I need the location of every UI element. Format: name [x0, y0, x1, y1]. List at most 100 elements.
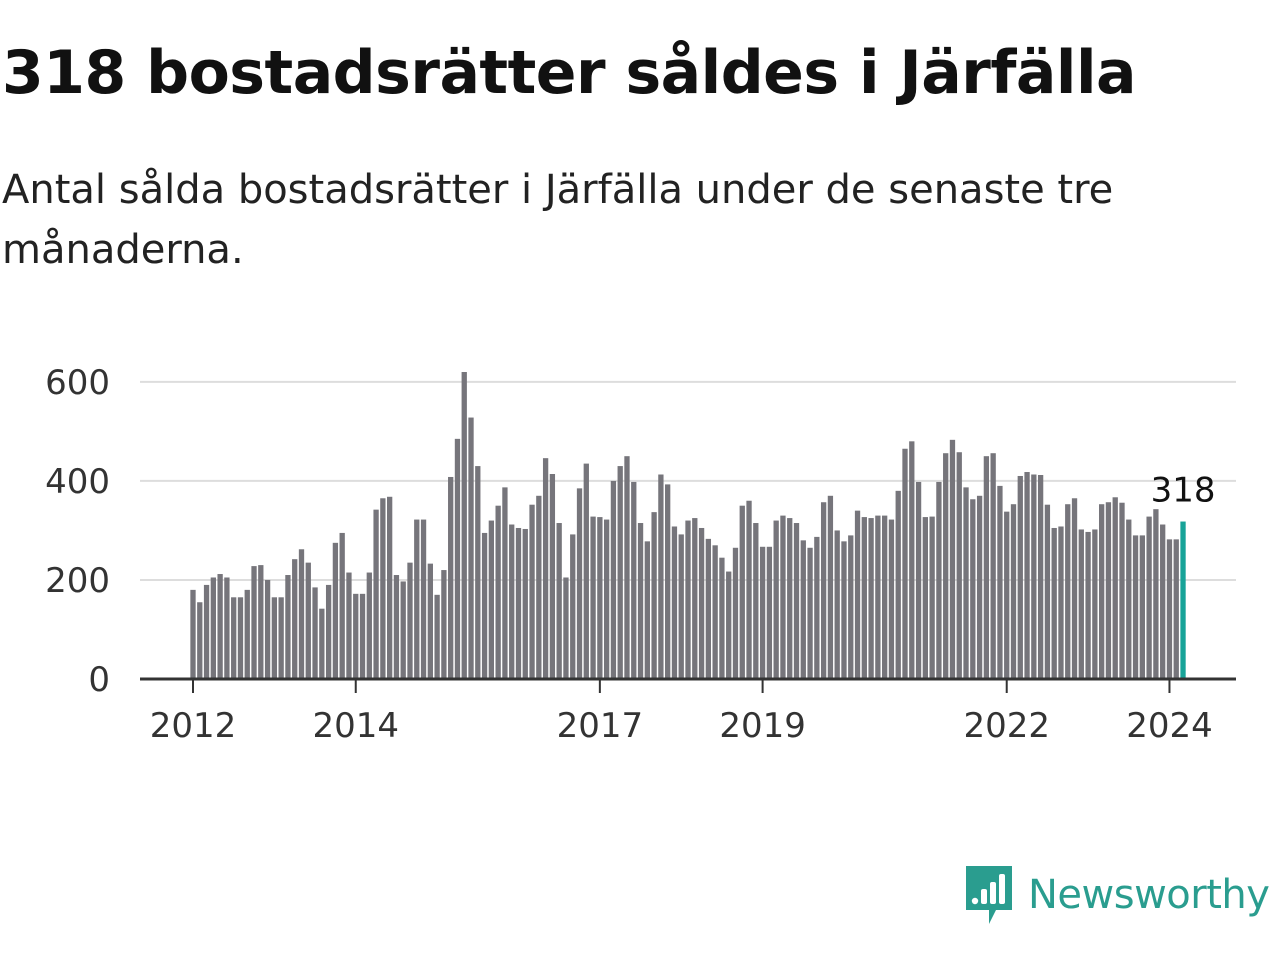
bar — [427, 563, 433, 679]
bar — [1017, 475, 1023, 679]
bar — [542, 458, 549, 679]
bar — [719, 557, 725, 679]
bar — [875, 515, 881, 679]
bar — [278, 597, 284, 679]
bar — [1099, 504, 1105, 679]
bar — [644, 541, 650, 679]
bar — [902, 448, 908, 679]
bar — [590, 516, 596, 679]
bar — [502, 487, 508, 679]
bar — [556, 523, 562, 679]
bar — [332, 542, 339, 679]
bar — [515, 527, 522, 679]
x-tick-label: 2019 — [719, 706, 806, 746]
bar — [468, 417, 474, 679]
bar — [1132, 535, 1139, 679]
bar — [570, 534, 576, 679]
bar — [292, 559, 298, 679]
newsworthy-logo-icon — [966, 866, 1012, 924]
bar — [949, 439, 956, 679]
bar — [190, 589, 196, 679]
bar — [420, 519, 427, 679]
bar — [509, 524, 515, 679]
x-tick-label: 2014 — [312, 706, 399, 746]
x-tick-label: 2022 — [963, 706, 1050, 746]
bar — [325, 584, 332, 679]
bar — [976, 495, 983, 679]
brand-name: Newsworthy — [1028, 872, 1270, 918]
bar — [665, 484, 671, 679]
bars — [190, 372, 1186, 679]
bar — [820, 502, 827, 679]
bar — [936, 481, 942, 679]
bar — [441, 570, 447, 679]
bar — [963, 487, 969, 679]
bar — [698, 527, 705, 679]
bar — [1078, 529, 1084, 679]
bar — [319, 608, 325, 679]
highlight-label: 318 — [1151, 471, 1216, 511]
bar — [732, 547, 739, 679]
bar — [834, 530, 840, 679]
bar — [380, 498, 386, 679]
page-subtitle: Antal sålda bostadsrätter i Järfälla und… — [2, 167, 1114, 273]
bar — [271, 597, 278, 679]
bar — [854, 510, 861, 679]
bar — [1166, 539, 1173, 679]
bar — [1119, 502, 1125, 679]
bar — [373, 509, 379, 679]
bar — [1004, 511, 1010, 679]
x-tick-label: 2024 — [1126, 706, 1213, 746]
bar — [868, 518, 874, 679]
bar — [888, 519, 895, 679]
bar — [637, 523, 644, 679]
bar — [597, 517, 603, 679]
bar — [983, 456, 990, 679]
bar — [848, 535, 854, 679]
bar — [793, 523, 800, 679]
bar — [251, 566, 257, 679]
bar — [1153, 509, 1159, 679]
bar — [1126, 519, 1132, 679]
bar — [197, 602, 203, 679]
bar — [882, 515, 888, 679]
bar — [536, 495, 542, 679]
bar — [814, 536, 820, 679]
bar — [915, 481, 922, 679]
bar — [407, 562, 413, 679]
bar — [488, 520, 495, 679]
bar — [1105, 502, 1112, 679]
bar — [1044, 504, 1051, 679]
bar — [1092, 529, 1098, 679]
bar — [1112, 497, 1118, 679]
bar — [529, 504, 535, 679]
bar — [1160, 524, 1166, 679]
bar — [997, 485, 1003, 679]
bar — [298, 549, 305, 679]
bar — [1010, 504, 1017, 679]
brand-logo: Newsworthy — [964, 864, 1270, 926]
bar — [841, 541, 847, 679]
bar — [671, 526, 678, 679]
bar — [631, 481, 637, 679]
page-title: 318 bostadsrätter såldes i Järfälla — [2, 38, 1137, 108]
x-tick-label: 2017 — [557, 706, 644, 746]
bar — [563, 577, 569, 679]
bar — [692, 518, 698, 679]
bar — [339, 532, 345, 679]
bar — [658, 474, 664, 679]
x-axis-ticks: 2012 2014 2017 2019 2022 2024 — [150, 679, 1213, 746]
bar — [827, 495, 834, 679]
bar — [1173, 539, 1179, 679]
bar — [1031, 474, 1037, 679]
bar — [285, 575, 291, 679]
bar — [990, 453, 996, 679]
bar — [1071, 498, 1078, 679]
bar — [217, 574, 223, 679]
bar — [366, 572, 372, 679]
bar — [956, 452, 962, 679]
bar — [922, 517, 928, 679]
bar — [264, 579, 271, 679]
bar — [807, 547, 813, 679]
bar — [346, 572, 352, 679]
